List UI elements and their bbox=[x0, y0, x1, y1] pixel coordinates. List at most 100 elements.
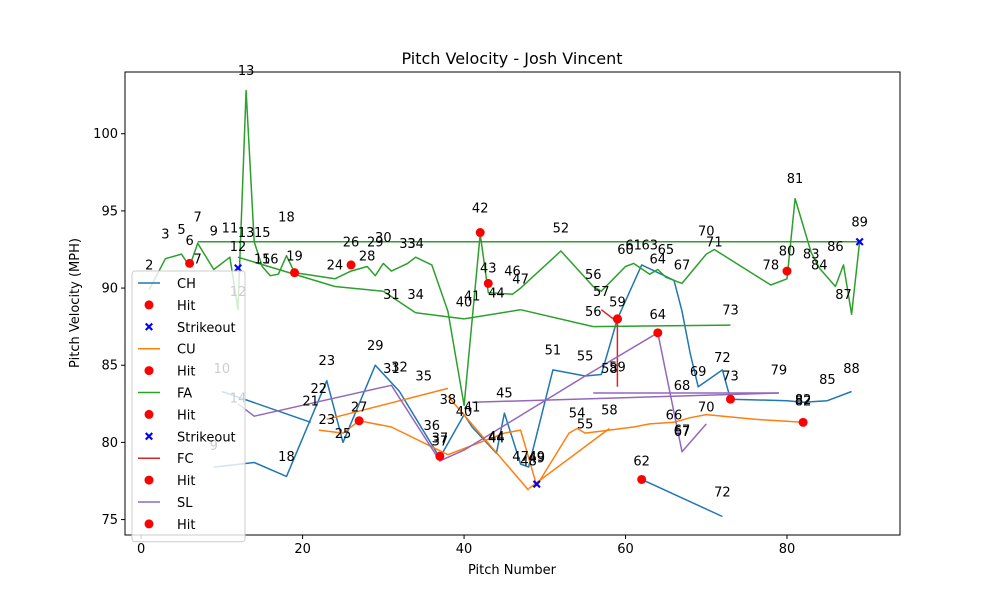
series-fa bbox=[148, 89, 861, 407]
pitch-label-fa: 41 bbox=[464, 289, 481, 304]
hit-marker-fa bbox=[346, 260, 356, 270]
pitch-label-ch: 72 bbox=[714, 485, 731, 500]
series-cu-segment bbox=[326, 387, 449, 421]
pitch-label-fa: 57 bbox=[593, 285, 610, 300]
pitch-label-fa: 52 bbox=[553, 222, 570, 237]
legend-strikeout-swatch bbox=[145, 322, 153, 331]
legend-hit-swatch bbox=[144, 366, 154, 376]
pitch-label-ch: 31 bbox=[383, 362, 400, 377]
legend-label: Hit bbox=[177, 474, 195, 489]
pitch-label-fa: 26 bbox=[343, 235, 360, 250]
pitch-label-fa: 12 bbox=[230, 240, 247, 255]
pitch-number-labels: 9182329313236374041444748495155586266676… bbox=[145, 64, 868, 500]
pitch-label-fa: 11 bbox=[222, 222, 239, 237]
pitch-label-fa: 56 bbox=[585, 268, 602, 283]
y-tick-label: 75 bbox=[101, 513, 118, 528]
legend-label: Strikeout bbox=[177, 430, 236, 445]
pitch-label-cu: 70 bbox=[698, 401, 715, 416]
pitch-label-cu: 35 bbox=[415, 370, 432, 385]
pitch-label-ch: 36 bbox=[423, 419, 440, 434]
hit-marker-cu bbox=[354, 416, 364, 426]
hit-marker-ch bbox=[798, 417, 808, 427]
pitch-label-fa: 59 bbox=[609, 296, 626, 311]
pitch-label-ch: 37 bbox=[432, 434, 449, 449]
legend-label: Hit bbox=[177, 518, 195, 533]
legend-hit-swatch bbox=[144, 519, 154, 529]
pitch-label-cu: 45 bbox=[496, 387, 513, 402]
x-tick-label: 60 bbox=[617, 542, 634, 557]
x-axis-label: Pitch Number bbox=[468, 563, 557, 578]
pitch-label-cu: 82 bbox=[795, 394, 812, 409]
pitch-label-fa: 64 bbox=[650, 252, 667, 267]
series-fa-segment bbox=[237, 256, 336, 288]
pitch-label-fa: 7 bbox=[194, 211, 202, 226]
series-fa-segment bbox=[415, 312, 465, 320]
pitch-label-fa: 81 bbox=[787, 172, 804, 187]
hit-marker-fa bbox=[185, 258, 195, 268]
pitch-label-ch: 73 bbox=[722, 370, 739, 385]
pitch-label-cu: 55 bbox=[577, 418, 594, 433]
chart-title: Pitch Velocity - Josh Vincent bbox=[401, 49, 622, 68]
series-fa-segment bbox=[334, 285, 384, 292]
pitch-label-fa: 56 bbox=[585, 305, 602, 320]
y-axis-label: Pitch Velocity (MPH) bbox=[68, 238, 83, 368]
pitch-label-cu: 38 bbox=[440, 393, 457, 408]
pitch-label-ch: 62 bbox=[633, 455, 650, 470]
series-fa-line bbox=[148, 89, 861, 407]
pitch-label-ch: 72 bbox=[714, 351, 731, 366]
pitch-label-ch: 66 bbox=[666, 408, 683, 423]
pitch-label-ch: 79 bbox=[771, 363, 788, 378]
legend-hit-swatch bbox=[144, 409, 154, 419]
hit-marker-sl bbox=[653, 328, 663, 338]
pitch-label-fa: 15 bbox=[254, 252, 271, 267]
hit-marker-fa bbox=[475, 228, 485, 238]
pitch-label-ch: 69 bbox=[690, 365, 707, 380]
pitch-label-fa: 61 bbox=[625, 238, 642, 253]
hit-marker-ch bbox=[637, 474, 647, 484]
pitch-label-fa: 63 bbox=[641, 238, 658, 253]
pitch-label-fa: 78 bbox=[763, 259, 780, 274]
pitch-label-fa: 19 bbox=[286, 249, 303, 264]
pitch-label-fa: 34 bbox=[407, 237, 424, 252]
pitch-label-fc: 59 bbox=[609, 360, 626, 375]
pitch-label-fa: 83 bbox=[803, 248, 820, 263]
pitch-label-ch: 82 bbox=[795, 393, 812, 408]
pitch-label-cu: 49 bbox=[528, 450, 545, 465]
x-tick-label: 0 bbox=[137, 542, 145, 557]
strikeout-marker-ch bbox=[532, 480, 541, 489]
x-tick-label: 20 bbox=[294, 542, 311, 557]
y-tick-label: 90 bbox=[101, 282, 118, 297]
y-tick-label: 80 bbox=[101, 436, 118, 451]
pitch-label-fa: 80 bbox=[779, 245, 796, 260]
pitch-label-fa: 33 bbox=[399, 237, 416, 252]
pitch-label-fa: 70 bbox=[698, 225, 715, 240]
axes-frame bbox=[124, 71, 901, 536]
pitch-label-fa: 43 bbox=[480, 262, 497, 277]
legend-label: Hit bbox=[177, 365, 195, 380]
pitch-label-ch: 51 bbox=[545, 343, 562, 358]
legend-hit-swatch bbox=[144, 475, 154, 485]
pitch-label-ch: 32 bbox=[391, 360, 408, 375]
series-fa-segment bbox=[593, 324, 731, 328]
series-sl-line bbox=[237, 332, 707, 462]
legend-label: CU bbox=[177, 343, 196, 358]
legend-label: Hit bbox=[177, 408, 195, 423]
pitch-label-fa: 6 bbox=[185, 234, 193, 249]
hit-marker-fa bbox=[782, 266, 792, 276]
series-ch-segment bbox=[641, 478, 723, 518]
pitch-label-fa: 67 bbox=[674, 259, 691, 274]
legend-label: Strikeout bbox=[177, 321, 236, 336]
series-fa-segment bbox=[382, 290, 417, 314]
pitch-label-cu: 54 bbox=[569, 407, 586, 422]
pitch-label-fa: 47 bbox=[512, 272, 529, 287]
pitch-label-cu: 23 bbox=[319, 413, 336, 428]
legend: CH Hit Strikeout CU Hit FA Hit Strikeout FC Hit SL… bbox=[131, 270, 246, 543]
plot-area: 9182329313236374041444748495155586266676… bbox=[145, 64, 868, 518]
hit-marker-ch bbox=[435, 451, 445, 461]
pitch-label-fa: 7 bbox=[194, 252, 202, 267]
pitch-label-cu: 67 bbox=[674, 425, 691, 440]
pitch-label-fa: 84 bbox=[811, 259, 828, 274]
pitch-label-cu: 44 bbox=[488, 430, 505, 445]
